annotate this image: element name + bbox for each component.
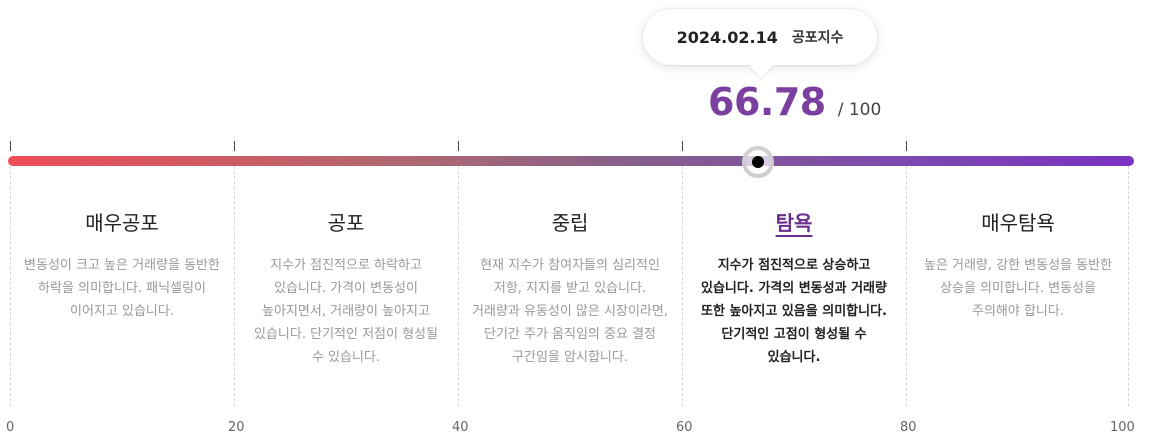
date-tooltip: 2024.02.14 공포지수 (643, 9, 877, 65)
zone-title: 중립 (551, 211, 589, 235)
zone-extreme-fear: 매우공포 변동성이 크고 높은 거래량을 동반한 하락을 의미합니다. 패닉셀링… (10, 206, 234, 323)
zone-divider (458, 166, 459, 406)
zone-divider (906, 166, 907, 406)
zone-greed[interactable]: 탐욕 지수가 점진적으로 상승하고 있습니다. 가격의 변동성과 거래량 또한 … (682, 206, 906, 369)
zone-divider (682, 166, 683, 406)
zone-fear: 공포 지수가 점진적으로 하락하고 있습니다. 가격이 변동성이 높아지면서, … (234, 206, 458, 369)
score-max: / 100 (837, 100, 882, 120)
zone-description: 지수가 점진적으로 하락하고 있습니다. 가격이 변동성이 높아지면서, 거래량… (254, 258, 438, 365)
axis-label: 40 (452, 420, 469, 435)
zone-title-active[interactable]: 탐욕 (775, 211, 813, 235)
axis-label: 20 (228, 420, 245, 435)
tooltip-date: 2024.02.14 (676, 27, 778, 47)
score-marker[interactable] (741, 146, 774, 178)
zone-divider (10, 166, 11, 406)
gradient-bar (8, 156, 1134, 166)
score-value: 66.78 (708, 80, 826, 124)
zone-description: 변동성이 크고 높은 거래량을 동반한 하락을 의미합니다. 패닉셀링이 이어지… (24, 258, 220, 319)
scale-tick (682, 141, 683, 151)
zone-title: 매우탐욕 (981, 211, 1055, 235)
scale-tick (10, 141, 11, 151)
axis-label: 0 (6, 420, 15, 435)
zone-divider (1128, 166, 1129, 406)
zone-description-active: 지수가 점진적으로 상승하고 있습니다. 가격의 변동성과 거래량 또한 높아지… (701, 258, 887, 365)
zone-title: 매우공포 (85, 211, 159, 235)
zone-description: 높은 거래량, 강한 변동성을 동반한 상승을 의미합니다. 변동성을 주의해야… (923, 258, 1113, 319)
scale-tick (458, 141, 459, 151)
score-display: 66.78 / 100 (708, 80, 881, 124)
axis-label: 80 (900, 420, 917, 435)
axis-label: 60 (676, 420, 693, 435)
zone-neutral: 중립 현재 지수가 참여자들의 심리적인 저항, 지지를 받고 있습니다. 거래… (458, 206, 682, 369)
zone-title: 공포 (327, 211, 365, 235)
axis-label: 100 (1110, 420, 1135, 435)
zone-description: 현재 지수가 참여자들의 심리적인 저항, 지지를 받고 있습니다. 거래량과 … (472, 258, 668, 365)
zone-extreme-greed: 매우탐욕 높은 거래량, 강한 변동성을 동반한 상승을 의미합니다. 변동성을… (906, 206, 1130, 323)
marker-dot (751, 156, 764, 168)
zone-divider (234, 166, 235, 406)
tooltip-title: 공포지수 (791, 30, 844, 46)
scale-tick (234, 141, 235, 151)
scale-tick (906, 141, 907, 151)
